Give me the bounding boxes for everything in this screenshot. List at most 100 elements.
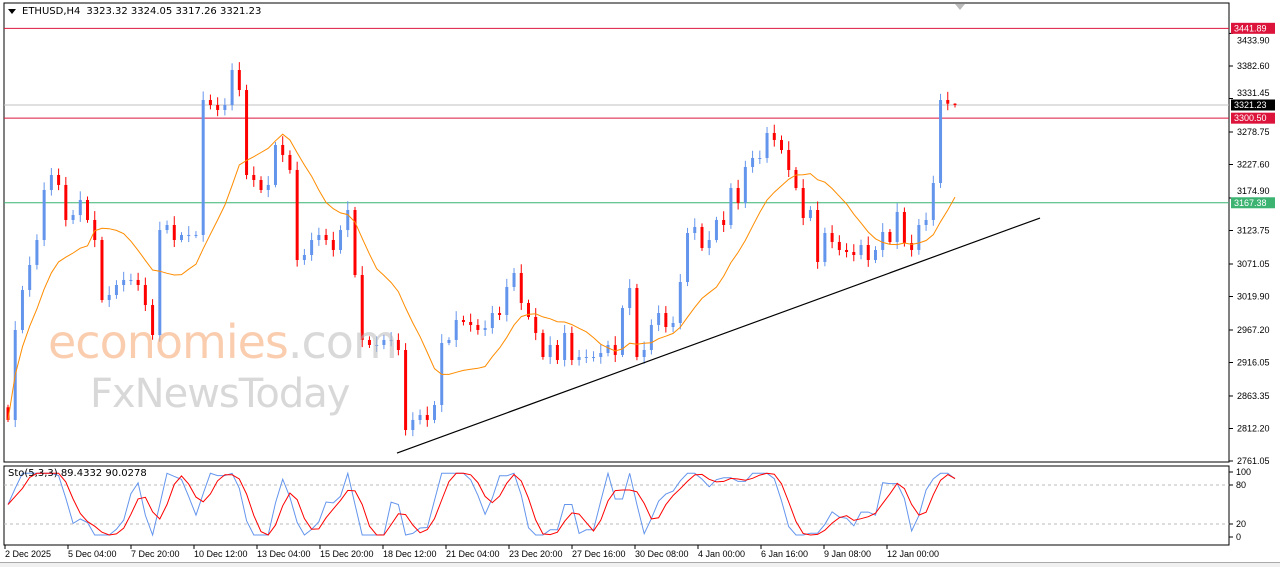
bear-candle: [404, 350, 408, 431]
bear-candle: [57, 174, 61, 185]
moving-average-line: [7, 133, 956, 421]
price-tick-label: 3071.05: [1237, 259, 1270, 269]
time-tick-label: 13 Dec 04:00: [257, 549, 311, 559]
bull-candle: [42, 189, 46, 240]
bear-candle: [324, 234, 328, 240]
time-tick-label: 9 Jan 08:00: [824, 549, 871, 559]
bear-candle: [635, 287, 639, 357]
watermark-fxnewstoday: FxNewsToday: [90, 371, 350, 417]
bull-candle: [931, 182, 935, 220]
price-tick-label: 2967.20: [1237, 325, 1270, 335]
bull-candle: [808, 210, 812, 219]
bull-candle: [129, 279, 133, 281]
bull-candle: [743, 166, 747, 204]
time-tick-label: 23 Dec 20:00: [509, 549, 563, 559]
symbol-label: ETHUSD,H4: [22, 6, 81, 17]
bear-candle: [852, 252, 856, 255]
bear-candle: [866, 245, 870, 261]
time-tick-label: 2 Dec 2025: [5, 549, 51, 559]
bear-candle: [780, 139, 784, 151]
bull-candle: [599, 352, 603, 357]
bull-candle: [35, 239, 39, 265]
bull-candle: [577, 356, 581, 360]
bull-candle: [548, 344, 552, 357]
stochastic-tick-label: 20: [1236, 519, 1246, 529]
time-tick-label: 10 Dec 12:00: [194, 549, 248, 559]
bear-candle: [953, 103, 957, 106]
chart-header: ETHUSD,H4 3323.32 3324.05 3317.26 3321.2…: [8, 6, 261, 17]
bear-candle: [353, 210, 357, 276]
bear-candle: [6, 407, 10, 420]
bear-candle: [946, 99, 950, 104]
bear-candle: [86, 199, 90, 220]
bear-candle: [151, 305, 155, 336]
bear-candle: [360, 275, 364, 340]
bear-candle: [216, 105, 220, 110]
time-tick-label: 4 Jan 00:00: [698, 549, 745, 559]
time-tick-label: 30 Dec 08:00: [635, 549, 689, 559]
stochastic-panel-border: [3, 465, 1230, 546]
bull-candle: [917, 225, 921, 250]
bull-candle: [649, 324, 653, 351]
stochastic-signal-line: [7, 472, 956, 536]
stochastic-tick-label: 100: [1236, 467, 1251, 477]
shift-marker-icon: [955, 4, 965, 10]
time-tick-label: 6 Jan 16:00: [761, 549, 808, 559]
bull-candle: [389, 339, 393, 341]
price-tick-label: 2761.05: [1237, 456, 1270, 466]
bear-candle: [469, 321, 473, 325]
bull-candle: [454, 320, 458, 340]
time-tick-label: 18 Dec 12:00: [383, 549, 437, 559]
bull-candle: [678, 282, 682, 323]
price-tick-label: 3331.45: [1237, 88, 1270, 98]
bear-candle: [461, 320, 465, 322]
bull-candle: [411, 419, 415, 431]
bull-candle: [266, 184, 270, 190]
bull-candle: [230, 70, 234, 106]
bull-candle: [642, 350, 646, 357]
bear-candle: [570, 332, 574, 360]
price-tick-label: 2812.20: [1237, 423, 1270, 433]
bull-candle: [317, 234, 321, 240]
bear-candle: [100, 239, 104, 300]
bull-candle: [179, 234, 183, 240]
stochastic-main-line: [7, 471, 956, 537]
bear-candle: [143, 284, 147, 306]
stochastic-tick-label: 80: [1236, 480, 1246, 490]
bull-candle: [165, 225, 169, 231]
bear-candle: [910, 242, 914, 250]
bull-candle: [751, 158, 755, 167]
bull-candle: [729, 188, 733, 226]
price-tick-label: 3019.90: [1237, 291, 1270, 301]
bear-candle: [555, 344, 559, 360]
bull-candle: [418, 415, 422, 420]
bear-candle: [425, 415, 429, 420]
time-tick-label: 27 Dec 16:00: [572, 549, 626, 559]
bear-candle: [541, 332, 545, 357]
bull-candle: [187, 234, 191, 236]
triangle-down-icon[interactable]: [8, 9, 16, 14]
bull-candle: [223, 105, 227, 110]
time-tick-label: 21 Dec 04:00: [446, 549, 500, 559]
bull-candle: [273, 144, 277, 185]
bear-candle: [259, 180, 263, 190]
bull-candle: [505, 286, 509, 315]
level-label: 3441.89: [1234, 23, 1267, 33]
bull-candle: [881, 231, 885, 250]
bear-candle: [519, 272, 523, 303]
bear-candle: [830, 233, 834, 242]
bull-candle: [375, 344, 379, 346]
bear-candle: [534, 316, 538, 333]
bear-candle: [396, 339, 400, 351]
bear-candle: [526, 302, 530, 317]
time-tick-label: 12 Jan 00:00: [887, 549, 939, 559]
bull-candle: [71, 215, 75, 220]
watermark-suffix: .com: [287, 315, 398, 369]
bear-candle: [281, 144, 285, 155]
bear-candle: [664, 313, 668, 327]
bull-candle: [28, 264, 32, 291]
bear-candle: [772, 132, 776, 140]
price-tick-label: 2916.05: [1237, 357, 1270, 367]
